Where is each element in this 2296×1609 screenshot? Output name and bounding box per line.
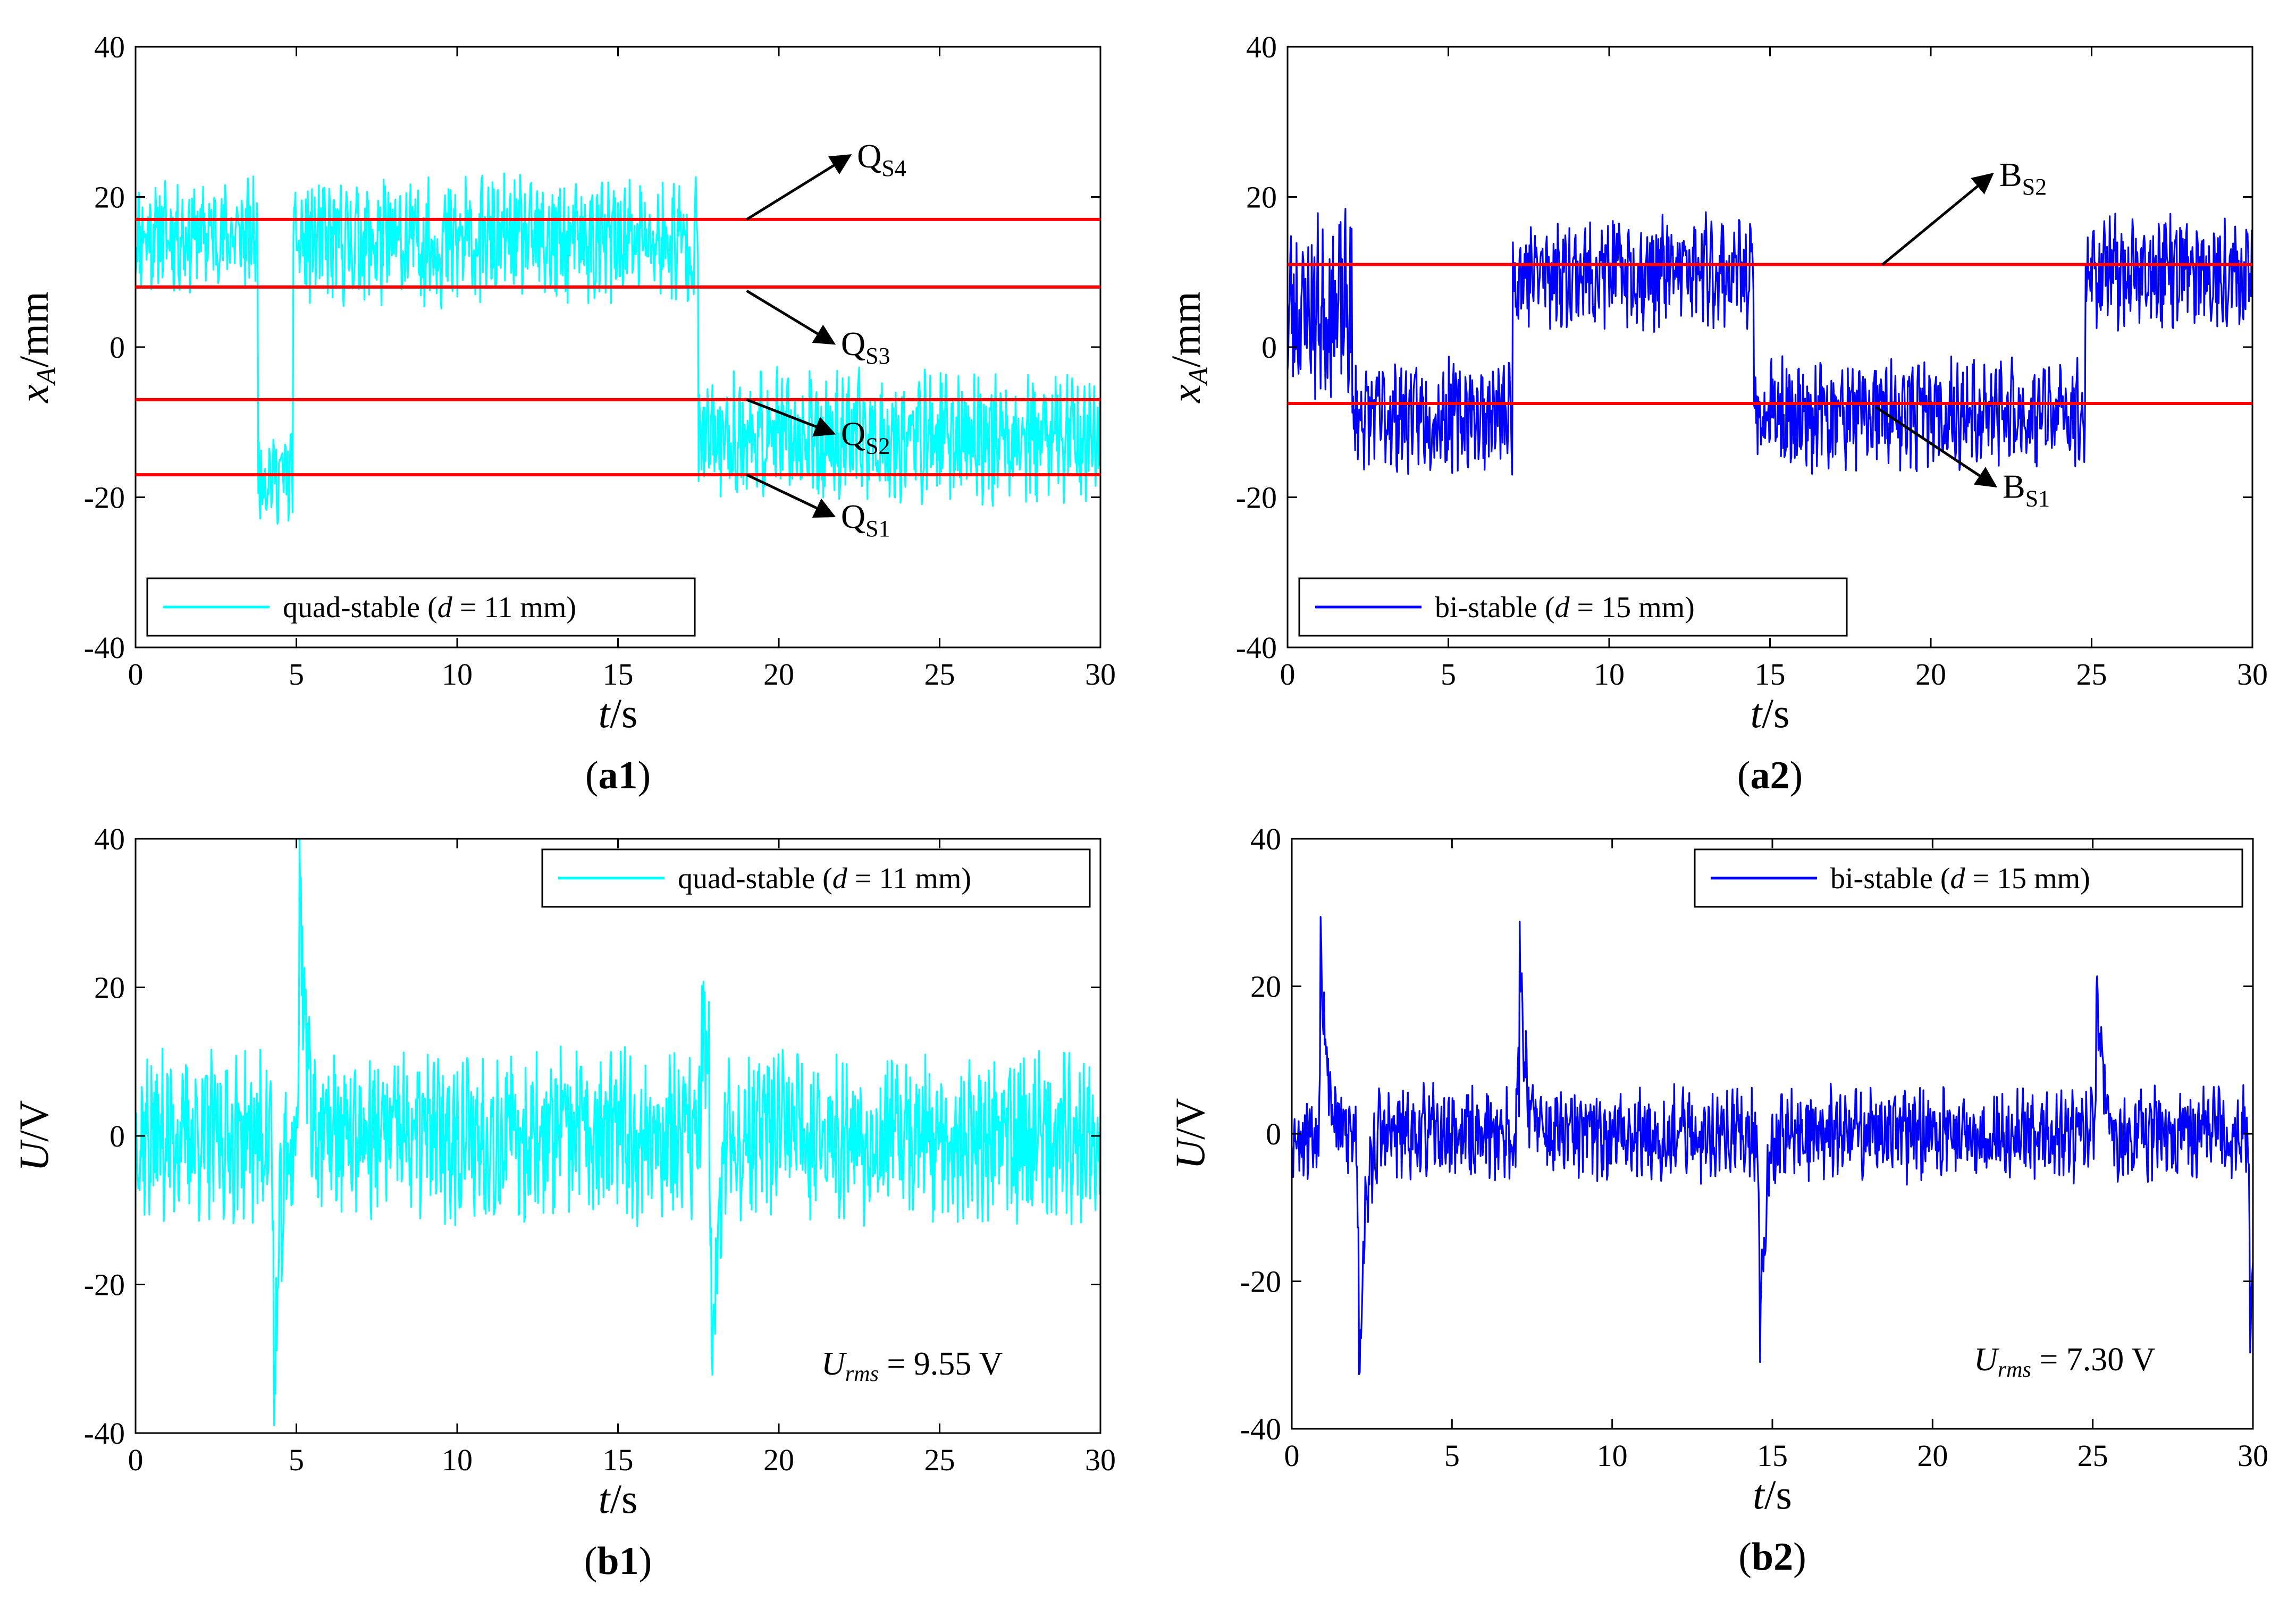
x-tick-label: 20 — [1915, 657, 1946, 692]
legend-label: bi-stable (d = 15 mm) — [1435, 591, 1695, 624]
panel-label: (b2) — [1738, 1535, 1806, 1579]
x-tick-label: 15 — [1755, 657, 1786, 692]
x-tick-label: 10 — [442, 657, 473, 692]
y-tick-label: 40 — [1246, 30, 1277, 64]
annotation-arrow — [746, 473, 836, 518]
panel-b1: 0 5 10 15 20 25 30 -40 -20 0 20 40 quad-stable (d =… — [11, 822, 1116, 1583]
x-tick-label: 10 — [1594, 657, 1625, 692]
legend-label: quad-stable (d = 11 mm) — [283, 591, 576, 624]
x-tick-label: 20 — [763, 657, 794, 692]
panel-a2: 0 5 10 15 20 25 30 -40 -20 0 20 40 BS2 BS1 bi-stable… — [1163, 30, 2268, 797]
annotation-label: QS3 — [841, 325, 890, 369]
y-axis-label: xA/mm — [11, 291, 62, 403]
y-tick-label: 20 — [1250, 970, 1281, 1004]
y-tick-label: -40 — [84, 630, 125, 665]
rms-annotation: Urms = 7.30 V — [1974, 1342, 2156, 1382]
x-tick-label: 30 — [1085, 657, 1116, 692]
plot-area-frame — [134, 46, 1101, 648]
annotation-label: BS1 — [2003, 467, 2050, 511]
y-axis-label: U/V — [11, 1100, 57, 1172]
y-tick-label: 0 — [1266, 1117, 1281, 1151]
panel-label: (a2) — [1737, 754, 1803, 797]
y-tick-label: -20 — [84, 1268, 125, 1302]
annotation-arrow — [746, 289, 836, 345]
series-line — [1286, 208, 2253, 476]
y-axis-label: xA/mm — [1163, 291, 1214, 403]
legend: bi-stable (d = 15 mm) — [1694, 848, 2243, 908]
legend-label: bi-stable (d = 15 mm) — [1830, 862, 2090, 895]
rms-annotation: Urms = 9.55 V — [821, 1346, 1003, 1386]
panel-label: (b1) — [584, 1539, 652, 1583]
y-tick-label: -40 — [1240, 1412, 1281, 1446]
x-tick-label: 20 — [1917, 1438, 1948, 1473]
x-axis-label: t/s — [1751, 690, 1790, 736]
x-tick-label: 15 — [603, 1443, 634, 1477]
x-axis-label: t/s — [599, 690, 638, 736]
x-tick-label: 30 — [2237, 657, 2268, 692]
annotation-label: QS1 — [841, 498, 890, 542]
annotation-label: QS4 — [857, 137, 906, 181]
y-axis-label: U/V — [1167, 1098, 1213, 1169]
y-tick-label: -40 — [1236, 630, 1277, 665]
series-line — [1291, 916, 2254, 1376]
x-tick-label: 5 — [1441, 657, 1456, 692]
x-tick-label: 20 — [763, 1443, 794, 1477]
x-tick-label: 10 — [442, 1443, 473, 1477]
x-tick-label: 25 — [924, 657, 955, 692]
series-line — [134, 838, 1101, 1426]
y-tick-label: 40 — [1250, 822, 1281, 856]
y-tick-label: 20 — [1246, 180, 1277, 215]
x-tick-label: 0 — [128, 1443, 144, 1477]
x-tick-label: 5 — [289, 657, 304, 692]
x-tick-label: 25 — [2076, 657, 2107, 692]
x-tick-label: 15 — [603, 657, 634, 692]
panel-b2: 0 5 10 15 20 25 30 -40 -20 0 20 40 bi-stable (d = 1… — [1167, 822, 2268, 1579]
y-tick-label: 40 — [94, 30, 125, 64]
y-tick-label: 20 — [94, 180, 125, 215]
x-tick-label: 0 — [128, 657, 144, 692]
legend: quad-stable (d = 11 mm) — [541, 848, 1091, 908]
x-tick-label: 15 — [1757, 1438, 1788, 1473]
x-tick-label: 0 — [1280, 657, 1296, 692]
plot-area-frame — [1286, 46, 2253, 648]
x-tick-label: 10 — [1597, 1438, 1628, 1473]
annotation-label: BS2 — [1999, 156, 2047, 200]
y-tick-label: -20 — [1240, 1265, 1281, 1299]
y-tick-label: -40 — [84, 1416, 125, 1451]
x-tick-label: 25 — [924, 1443, 955, 1477]
x-tick-label: 0 — [1284, 1438, 1300, 1473]
x-axis-label: t/s — [599, 1476, 638, 1522]
legend-label: quad-stable (d = 11 mm) — [678, 862, 971, 895]
y-tick-label: 0 — [110, 1119, 125, 1153]
series-line — [134, 172, 1101, 525]
annotation-arrow — [1881, 172, 1994, 266]
x-tick-label: 5 — [289, 1443, 304, 1477]
annotation-arrow — [1875, 406, 1998, 488]
panel-label: (a1) — [585, 754, 651, 797]
y-tick-label: 20 — [94, 971, 125, 1005]
y-tick-label: -20 — [1236, 481, 1277, 515]
y-tick-label: 40 — [94, 822, 125, 856]
legend: quad-stable (d = 11 mm) — [146, 577, 696, 637]
x-tick-label: 30 — [1085, 1443, 1116, 1477]
x-tick-label: 30 — [2238, 1438, 2268, 1473]
y-tick-label: -20 — [84, 481, 125, 515]
y-tick-label: 0 — [1261, 330, 1277, 365]
y-tick-label: 0 — [110, 330, 125, 365]
annotation-arrow — [746, 398, 836, 437]
x-tick-label: 25 — [2078, 1438, 2108, 1473]
annotation-arrow — [746, 154, 852, 221]
x-axis-label: t/s — [1753, 1471, 1792, 1518]
panel-a1: 0 5 10 15 20 25 30 -40 -20 0 20 40 QS4 QS3 QS2 QS1 qua… — [11, 30, 1116, 797]
annotation-label: QS2 — [841, 415, 890, 459]
x-tick-label: 5 — [1444, 1438, 1460, 1473]
legend: bi-stable (d = 15 mm) — [1298, 577, 1848, 637]
